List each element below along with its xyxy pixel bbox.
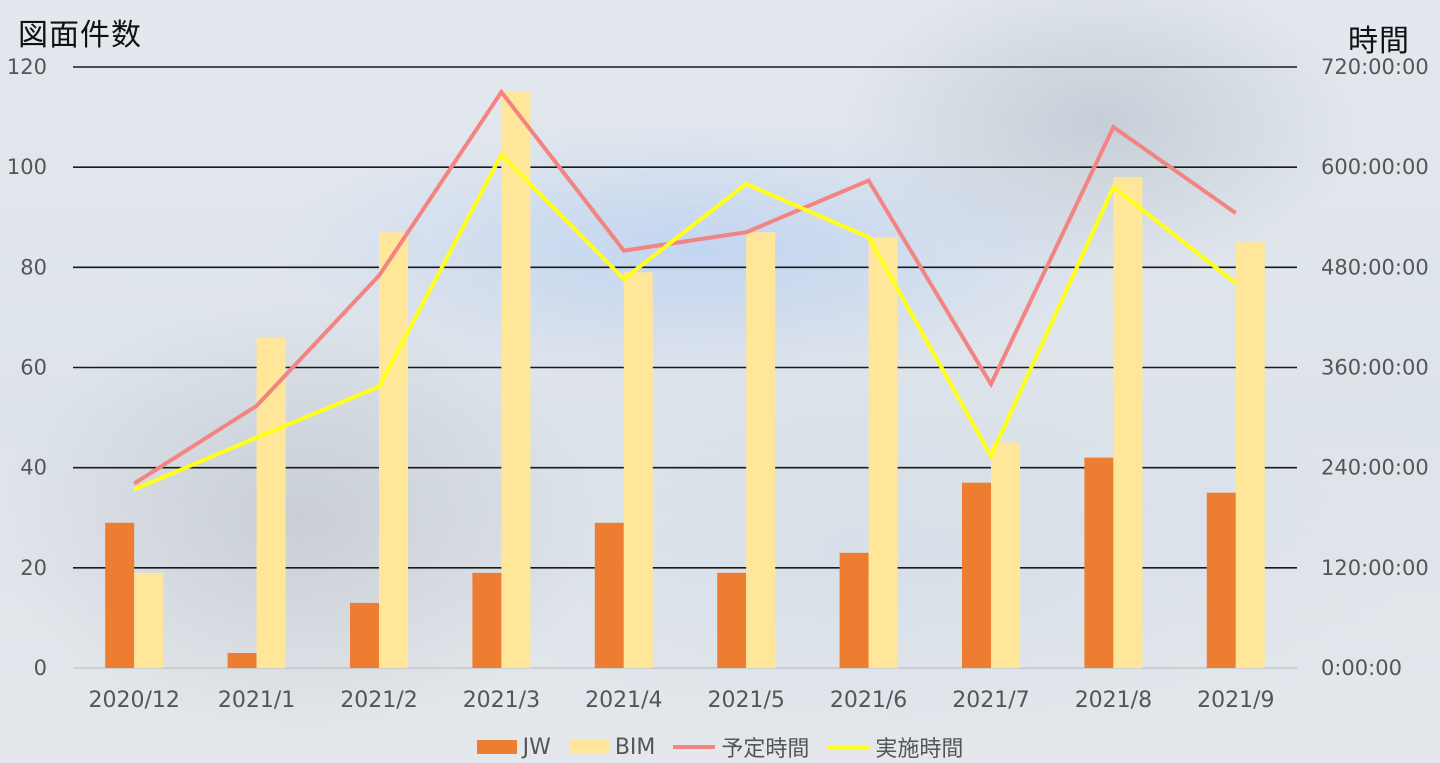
bar-bim-2021/8	[1113, 177, 1143, 668]
bar-jw-2021/3	[472, 572, 502, 668]
y-left-tick-label: 20	[20, 556, 47, 580]
y-right-tick-label: 120:00:00	[1321, 556, 1429, 580]
legend-swatch-bim	[568, 740, 609, 754]
bar-bim-2021/1	[256, 337, 286, 668]
legend-item-actual-time: 実施時間	[827, 731, 963, 763]
x-tick-label: 2021/6	[830, 688, 907, 713]
bar-jw-2021/1	[227, 652, 257, 668]
y-left-tick-label: 100	[7, 155, 47, 179]
bar-bim-2021/5	[746, 232, 776, 668]
left-axis-title: 図面件数	[18, 18, 142, 53]
legend-item-jw: JW	[476, 734, 551, 760]
legend-label-bim: BIM	[614, 734, 656, 760]
x-tick-label: 2021/8	[1075, 688, 1152, 713]
y-right-tick-label: 720:00:00	[1321, 55, 1429, 79]
line-actual-time	[133, 151, 1238, 492]
bar-jw-2021/6	[839, 552, 869, 668]
y-right-tick-label: 0:00:00	[1321, 656, 1402, 680]
legend-label-planned-time: 予定時間	[721, 737, 810, 762]
bar-jw-2021/7	[962, 482, 991, 668]
lines	[133, 88, 1238, 492]
y-left-tick-label: 80	[20, 255, 47, 279]
x-tick-label: 2021/7	[952, 688, 1029, 713]
y-right-tick-label: 480:00:00	[1321, 255, 1429, 279]
x-tick-label: 2021/5	[707, 688, 784, 713]
x-tick-label: 2021/1	[218, 688, 295, 713]
bar-bim-2020/12	[134, 572, 164, 668]
legend: JW BIM 予定時間 実施時間	[0, 731, 1440, 763]
legend-swatch-jw	[476, 740, 517, 754]
right-axis-ticks: 0:00:00 120:00:00 240:00:00 360:00:00 480:00…	[1321, 55, 1429, 680]
x-tick-label: 2021/4	[585, 688, 662, 713]
y-right-tick-label: 600:00:00	[1321, 155, 1429, 179]
x-axis-ticks: 2020/12 2021/1 2021/2 2021/3 2021/4 2021/5 202…	[88, 688, 1274, 713]
y-left-tick-label: 40	[20, 456, 47, 480]
bar-bim-2021/2	[379, 232, 408, 668]
legend-swatch-actual-time	[827, 745, 870, 749]
bar-bim-2021/7	[991, 442, 1020, 668]
x-tick-label: 2021/2	[340, 688, 417, 713]
x-tick-label: 2021/9	[1197, 688, 1274, 713]
legend-item-planned-time: 予定時間	[673, 731, 809, 763]
y-left-tick-label: 60	[20, 356, 47, 380]
line-planned-time	[133, 88, 1237, 486]
x-tick-label: 2020/12	[88, 688, 179, 713]
bars	[105, 92, 1265, 669]
bar-jw-2020/12	[105, 522, 135, 668]
y-right-tick-label: 360:00:00	[1321, 356, 1429, 380]
bar-jw-2021/8	[1084, 457, 1114, 668]
bar-jw-2021/9	[1206, 492, 1236, 668]
y-left-tick-label: 120	[7, 55, 47, 79]
legend-label-actual-time: 実施時間	[875, 737, 964, 762]
bar-bim-2021/6	[868, 237, 898, 669]
legend-label-jw: JW	[522, 734, 551, 760]
bar-jw-2021/2	[350, 602, 379, 668]
bar-bim-2021/4	[623, 272, 653, 668]
y-right-tick-label: 240:00:00	[1321, 456, 1429, 480]
bar-jw-2021/5	[717, 572, 747, 668]
bar-bim-2021/3	[501, 92, 531, 668]
legend-swatch-planned-time	[673, 745, 716, 749]
right-axis-title: 時間	[1348, 24, 1410, 59]
x-tick-label: 2021/3	[463, 688, 540, 713]
legend-item-bim: BIM	[568, 734, 656, 760]
bar-bim-2021/9	[1235, 242, 1265, 668]
y-left-tick-label: 0	[34, 656, 47, 680]
bar-jw-2021/4	[594, 522, 624, 668]
left-axis-ticks: 0 20 40 60 80 100 120	[7, 55, 47, 680]
